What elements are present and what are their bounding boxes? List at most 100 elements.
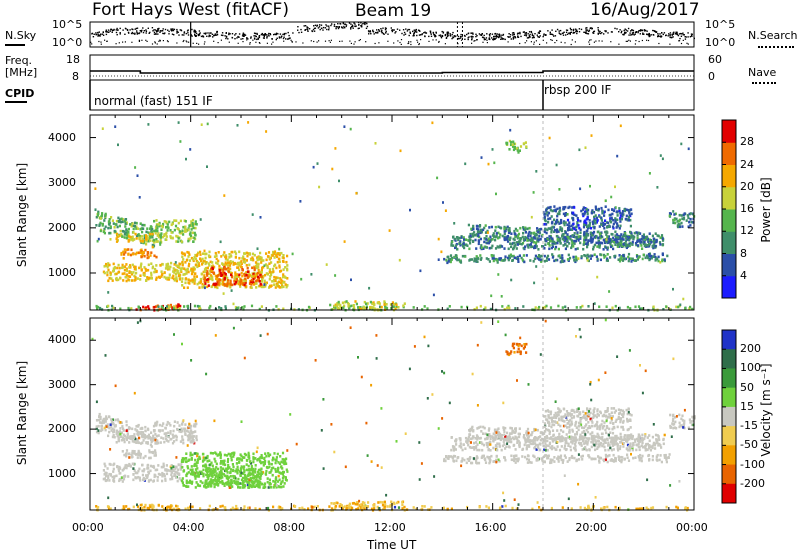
- power-cell: [527, 246, 530, 249]
- power-cell: [522, 254, 525, 257]
- velocity-cell: [143, 468, 146, 471]
- power-cell: [503, 227, 506, 231]
- power-cell: [583, 233, 586, 236]
- nsky-point: [318, 26, 321, 28]
- power-cell: [136, 227, 139, 230]
- velocity-cell: [259, 474, 263, 477]
- power-cell: [570, 228, 573, 231]
- nsky-point: [525, 32, 528, 34]
- power-cell: [222, 268, 225, 272]
- power-cell: [591, 220, 594, 224]
- nsky-point: [538, 36, 540, 38]
- nsky-point: [472, 32, 474, 34]
- power-cell: [325, 263, 328, 266]
- velocity-cell: [245, 463, 248, 466]
- power-cell: [259, 273, 262, 277]
- power-cell: [609, 219, 612, 222]
- nsky-point: [680, 35, 683, 37]
- nsearch-point: [420, 39, 422, 41]
- power-cell: [674, 221, 677, 225]
- velocity-cell: [177, 472, 180, 476]
- nsky-point: [143, 30, 145, 32]
- nsky-point: [559, 29, 562, 32]
- power-cell: [561, 254, 564, 257]
- velocity-cell: [111, 418, 114, 421]
- power-cell: [177, 228, 180, 231]
- power-cell: [590, 211, 593, 215]
- power-cell: [205, 252, 208, 256]
- nsky-point: [620, 31, 622, 34]
- velocity-cell: [243, 473, 247, 477]
- power-cell: [146, 235, 149, 238]
- velocity-cell: [133, 440, 136, 444]
- power-colorbar-tick-label: 4: [740, 268, 747, 282]
- nsky-point: [278, 36, 281, 38]
- power-cell: [457, 238, 460, 242]
- power-cell: [625, 245, 628, 248]
- power-cell: [560, 218, 563, 222]
- power-cell: [666, 254, 669, 258]
- power-cell: [659, 154, 662, 157]
- nsky-point: [669, 35, 671, 37]
- nsky-point: [480, 34, 483, 36]
- velocity-cell: [186, 465, 189, 468]
- power-cell: [200, 123, 203, 126]
- power-cell: [156, 234, 159, 237]
- power-cell: [532, 191, 535, 194]
- nsky-point: [435, 31, 437, 33]
- power-cell: [109, 225, 112, 228]
- power-cell: [627, 255, 630, 259]
- velocity-cell: [279, 482, 282, 486]
- power-cell: [166, 266, 169, 270]
- power-cell: [142, 250, 145, 254]
- velocity-cell: [191, 437, 194, 440]
- power-cell: [556, 235, 559, 238]
- power-cell: [454, 254, 457, 257]
- power-cell: [343, 240, 346, 243]
- nsearch-point: [533, 43, 535, 45]
- nsky-point: [460, 33, 462, 36]
- nsky-point: [393, 29, 395, 31]
- nsky-point: [641, 29, 643, 32]
- power-cell: [573, 227, 576, 231]
- nsearch-point: [141, 39, 143, 41]
- power-cell: [173, 219, 176, 222]
- power-cell: [549, 217, 552, 220]
- nsky-point: [585, 27, 587, 29]
- nsky-point: [495, 37, 497, 39]
- power-cell: [234, 250, 237, 254]
- nsky-point: [623, 33, 626, 35]
- nsky-point: [660, 36, 662, 38]
- nsky-point: [663, 32, 666, 34]
- power-cell: [616, 243, 619, 246]
- nsky-point: [358, 27, 360, 29]
- power-cell: [117, 219, 120, 223]
- velocity-cell: [187, 481, 190, 484]
- power-cell: [625, 208, 628, 211]
- velocity-cell: [179, 464, 182, 468]
- power-cell: [692, 213, 695, 216]
- power-cell: [159, 263, 162, 267]
- power-cell: [636, 255, 639, 258]
- velocity-cell: [122, 437, 126, 441]
- velocity-cell: [150, 431, 153, 434]
- cpid-label: CPID: [5, 87, 35, 100]
- velocity-cell: [116, 429, 119, 433]
- power-cell: [557, 304, 560, 308]
- nsky-point: [281, 35, 283, 37]
- nsky-point: [328, 27, 330, 29]
- power-cell: [654, 244, 657, 248]
- nsky-point: [286, 38, 289, 40]
- power-cell: [662, 308, 665, 311]
- velocity-cell: [116, 465, 119, 469]
- power-cell: [124, 225, 127, 228]
- velocity-cell: [249, 462, 253, 465]
- power-cell: [165, 264, 168, 268]
- power-cell: [574, 239, 577, 243]
- power-cell: [156, 227, 159, 230]
- power-cell: [609, 220, 612, 224]
- velocity-cell: [210, 485, 213, 488]
- power-cell: [236, 306, 239, 310]
- nsky-point: [479, 34, 482, 36]
- power-cell: [521, 242, 525, 245]
